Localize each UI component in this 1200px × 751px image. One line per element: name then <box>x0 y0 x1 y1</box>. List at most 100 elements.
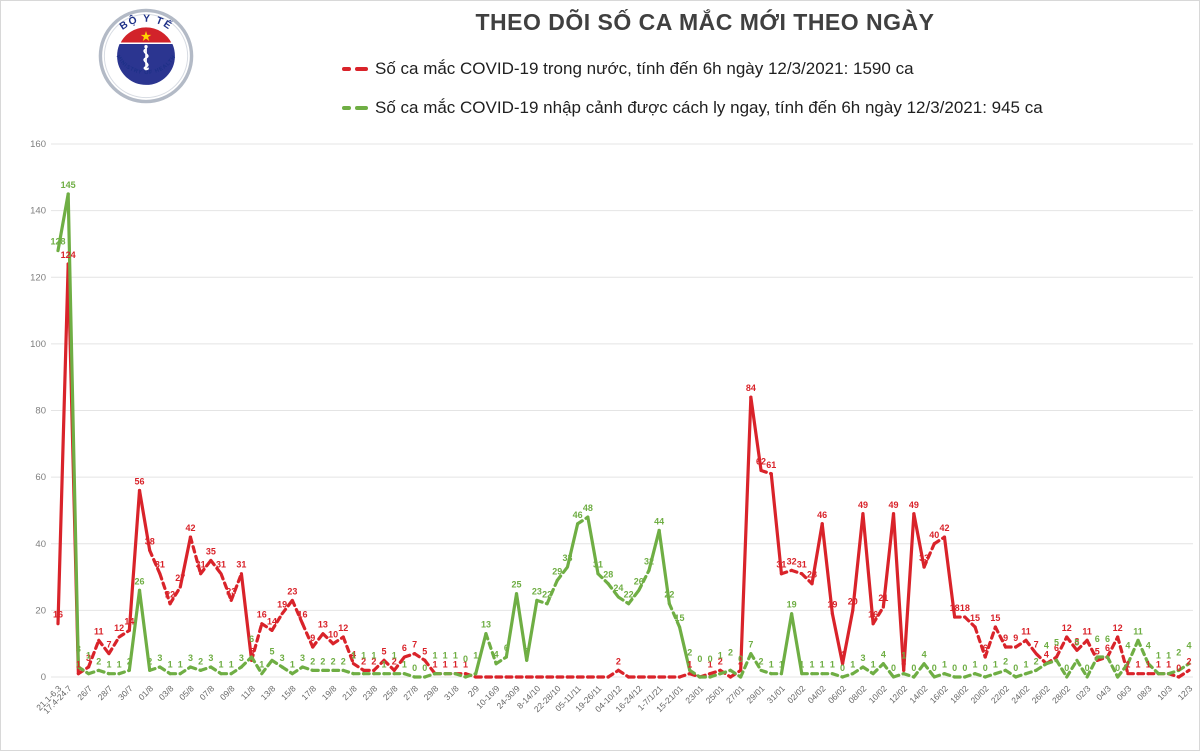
series-line-segment <box>922 662 936 679</box>
series-line-segment <box>545 578 559 606</box>
data-label: 0 <box>708 654 713 664</box>
data-label: 2 <box>901 656 906 666</box>
series-line-segment <box>1014 638 1028 649</box>
data-label: 61 <box>766 460 776 470</box>
series-line-segment <box>1003 668 1018 679</box>
y-axis-tick-label: 160 <box>30 139 46 150</box>
data-label: 0 <box>463 654 468 664</box>
series-line-segment <box>555 565 570 582</box>
data-label: 6 <box>1105 634 1110 644</box>
x-axis-tick-label: 12/02 <box>887 683 909 705</box>
data-label: 46 <box>817 510 827 520</box>
x-axis-tick-label: 13/8 <box>259 683 278 702</box>
data-label: 1 <box>86 651 91 661</box>
series-line-segment <box>290 598 305 626</box>
series-line-segment <box>494 655 508 666</box>
data-label: 4 <box>494 650 499 660</box>
series-line-segment <box>56 262 70 626</box>
svg-text:26/7: 26/7 <box>75 683 94 702</box>
series-line-segment <box>677 672 692 679</box>
data-label: 1 <box>901 651 906 661</box>
data-label: 1 <box>76 660 81 670</box>
x-axis-tick-label: 12/3 <box>1176 683 1195 702</box>
svg-text:2/9: 2/9 <box>466 683 482 699</box>
data-label: 15 <box>990 613 1000 623</box>
data-label: 9 <box>310 633 315 643</box>
data-label: 0 <box>962 663 967 673</box>
red-dash-icon <box>355 67 368 71</box>
data-label: 1 <box>473 651 478 661</box>
series-line-segment <box>1014 672 1028 679</box>
x-axis-tick-label: 04/3 <box>1094 683 1113 702</box>
x-axis-tick-label: 20/02 <box>969 683 991 705</box>
data-label: 42 <box>939 523 949 533</box>
svg-text:05/8: 05/8 <box>177 683 196 702</box>
series-line-segment <box>1024 668 1038 676</box>
series-line-segment <box>993 625 1008 649</box>
series-line-segment <box>127 488 142 632</box>
data-label: 1 <box>106 660 111 670</box>
series-line-segment <box>209 665 223 676</box>
data-label: 1 <box>799 660 804 670</box>
svg-text:02/02: 02/02 <box>785 683 807 705</box>
legend-label-imported: Số ca mắc COVID-19 nhập cảnh được cách l… <box>375 98 1043 117</box>
x-axis-tick-label: 14/02 <box>907 683 929 705</box>
x-axis-tick-label: 02/3 <box>1074 683 1093 702</box>
data-label: 49 <box>858 500 868 510</box>
series-line-segment <box>229 665 244 676</box>
data-label: 0 <box>891 663 896 673</box>
data-label: 1 <box>708 660 713 670</box>
data-label: 124 <box>61 250 76 260</box>
svg-text:14/02: 14/02 <box>907 683 929 705</box>
data-label: 3 <box>208 653 213 663</box>
series-line-segment <box>891 672 906 679</box>
series-line-segment <box>1167 668 1181 676</box>
series-line-segment <box>1095 655 1110 662</box>
series-line-segment <box>229 572 244 602</box>
series-line-segment <box>199 558 213 576</box>
data-label: 1 <box>687 660 692 670</box>
data-label: 1 <box>1146 660 1151 670</box>
ministry-of-health-logo-icon: BỘ Y TẾ MINISTRY OF HEALTH <box>98 8 194 104</box>
x-axis-tick-label: 2/9 <box>466 683 482 699</box>
series-line-segment <box>199 665 213 672</box>
y-axis-tick-label: 20 <box>35 605 46 616</box>
series-line-segment <box>759 468 773 476</box>
data-label: 12 <box>338 623 348 633</box>
chart-legend: Số ca mắc COVID-19 trong nước, tính đến … <box>342 57 1043 135</box>
red-dash-icon <box>342 67 351 71</box>
x-axis-tick-label: 29/01 <box>744 683 766 705</box>
data-label: 26 <box>135 576 145 586</box>
series-line-segment <box>392 655 407 672</box>
series-line-segment <box>86 668 101 676</box>
data-label: 0 <box>738 654 743 664</box>
series-line-segment <box>107 635 121 656</box>
data-label: 1 <box>168 660 173 670</box>
series-line-segment <box>1085 655 1099 679</box>
series-line-segment <box>728 668 743 679</box>
x-axis-tick-label: 28/7 <box>96 683 115 702</box>
svg-text:28/7: 28/7 <box>96 683 115 702</box>
svg-text:25/01: 25/01 <box>704 683 726 705</box>
data-label: 0 <box>697 654 702 664</box>
series-line-segment <box>148 548 162 576</box>
data-label: 0 <box>412 663 417 673</box>
series-line-segment <box>76 665 91 676</box>
series-line-segment <box>1054 658 1069 679</box>
series-line-segment <box>137 488 152 553</box>
data-label: 1 <box>1166 660 1171 670</box>
x-axis-tick-label: 10/3 <box>1155 683 1174 702</box>
data-label: 2 <box>687 647 692 657</box>
series-line-segment <box>260 622 274 632</box>
series-line-segment <box>402 652 417 659</box>
x-axis-tick-label: 09/8 <box>218 683 237 702</box>
x-axis-tick-label: 27/8 <box>401 683 420 702</box>
data-label: 46 <box>573 510 583 520</box>
data-label: 4 <box>922 650 927 660</box>
data-label: 2 <box>198 656 203 666</box>
series-line-segment <box>270 612 284 632</box>
data-label: 2 <box>1003 656 1008 666</box>
data-label: 2 <box>310 656 315 666</box>
series-line-segment <box>871 605 885 626</box>
x-axis-tick-label: 07/8 <box>197 683 216 702</box>
